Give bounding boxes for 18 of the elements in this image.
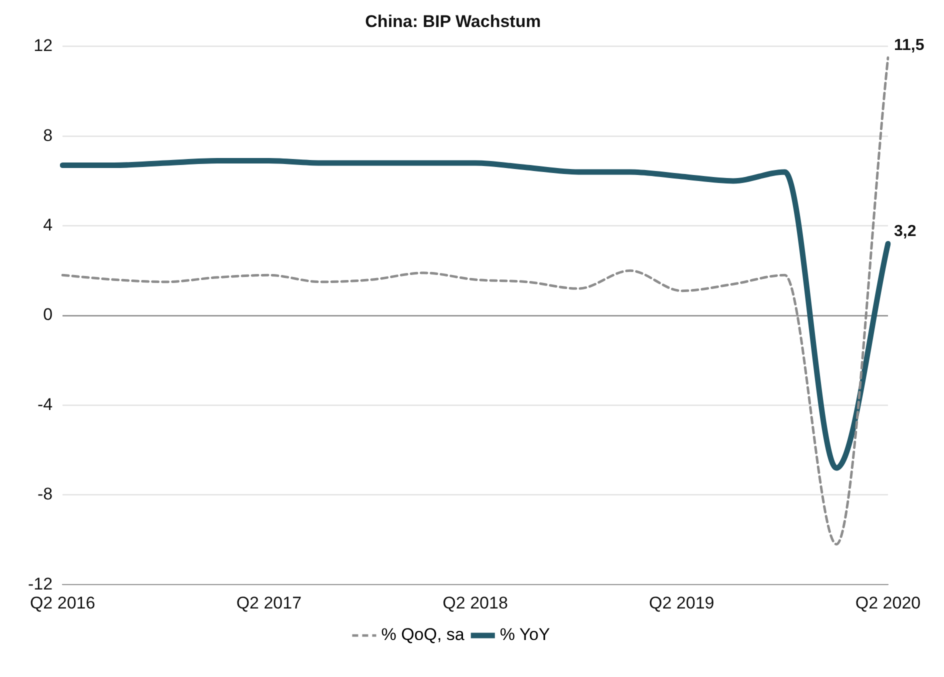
data-label: 11,5 [894, 37, 924, 54]
data-label: 3,2 [894, 223, 916, 240]
x-tick-label: Q2 2017 [236, 593, 302, 612]
y-tick-label: -4 [37, 394, 53, 414]
legend-label: % YoY [500, 625, 550, 644]
chart-title: China: BIP Wachstum [365, 12, 541, 31]
x-tick-label: Q2 2016 [30, 593, 96, 612]
y-tick-label: 4 [43, 215, 53, 234]
x-tick-label: Q2 2019 [649, 593, 714, 612]
y-tick-label: -8 [37, 484, 53, 504]
y-tick-label: -12 [28, 574, 53, 594]
x-tick-label: Q2 2018 [442, 593, 508, 612]
x-tick-label: Q2 2020 [855, 593, 921, 612]
y-tick-label: 12 [34, 36, 53, 56]
y-tick-label: 8 [43, 126, 53, 145]
line-series [61, 56, 890, 546]
legend-label: % QoQ, sa [381, 625, 465, 644]
y-tick-label: 0 [43, 305, 53, 324]
